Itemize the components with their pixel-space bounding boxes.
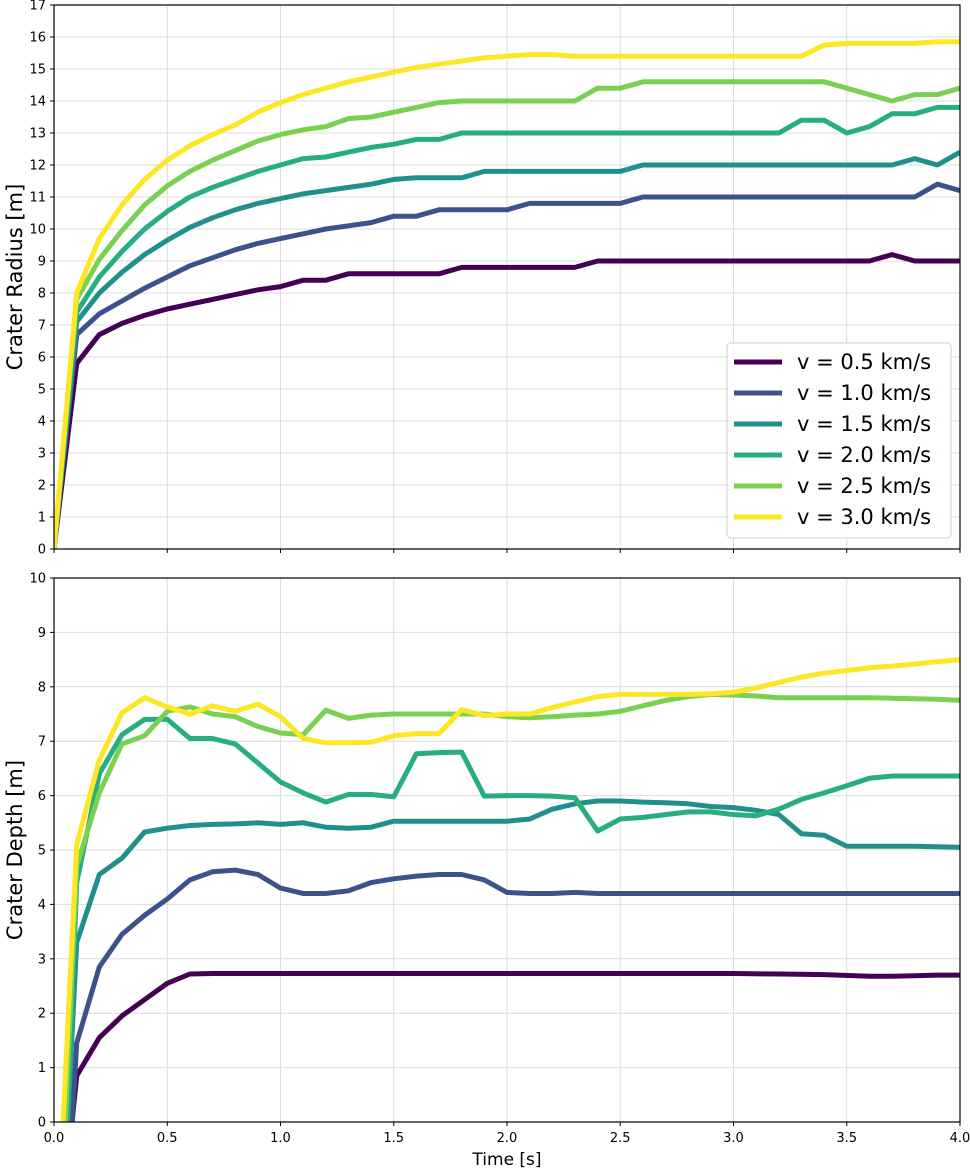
y-tick-label: 4 — [38, 898, 46, 913]
x-tick-label: 1.0 — [270, 1131, 291, 1146]
y-tick-label: 16 — [29, 31, 46, 46]
y-axis-label: Crater Depth [m] — [3, 760, 27, 940]
y-tick-label: 0 — [38, 543, 46, 558]
y-tick-label: 8 — [38, 287, 46, 302]
chart-panel-2: 0 1 2 3 4 5 6 7 8 9 10 0.0 0.5 1.0 1.5 2.0 2.5 3.0 3.5 4.0 C… — [3, 572, 970, 1171]
series-line-5 — [54, 79, 960, 549]
series-line-4 — [65, 716, 960, 1122]
y-tick-label: 15 — [29, 63, 46, 78]
y-tick-label: 9 — [38, 626, 46, 641]
x-tick-label: 0.5 — [157, 1131, 178, 1146]
legend-label: v = 2.5 km/s — [797, 474, 931, 498]
series-line-3 — [65, 798, 960, 1122]
series-line-3 — [54, 150, 960, 549]
x-tick-label: 0.0 — [44, 1131, 65, 1146]
series-line-6 — [54, 39, 960, 549]
legend-label: v = 1.5 km/s — [797, 412, 931, 436]
y-tick-label: 4 — [38, 415, 46, 430]
y-tick-label: 11 — [29, 191, 46, 206]
series-line-1 — [69, 971, 960, 1122]
x-tick-label: 2.0 — [497, 1131, 518, 1146]
x-tick-label: 4.0 — [950, 1131, 970, 1146]
y-tick-label: 10 — [29, 223, 46, 238]
y-tick-label: 5 — [38, 383, 46, 398]
legend-label: v = 1.0 km/s — [797, 381, 931, 405]
y-tick-label: 0 — [38, 1116, 46, 1131]
legend-label: v = 3.0 km/s — [797, 505, 931, 529]
y-tick-label: 3 — [38, 447, 46, 462]
x-tick-label: 1.5 — [383, 1131, 404, 1146]
legend-label: v = 2.0 km/s — [797, 443, 931, 467]
legend-box — [726, 342, 952, 539]
y-axis-label: Crater Radius [m] — [3, 184, 27, 371]
y-tick-label: 3 — [38, 952, 46, 967]
series-line-2 — [69, 867, 960, 1122]
series-line-1 — [54, 252, 960, 549]
y-tick-label: 14 — [29, 95, 46, 110]
series-line-6 — [60, 657, 960, 1122]
y-tick-label: 8 — [38, 680, 46, 695]
x-tick-label: 3.0 — [723, 1131, 744, 1146]
y-tick-label: 1 — [38, 1061, 46, 1076]
y-tick-label: 2 — [38, 1007, 46, 1022]
series-line-4 — [54, 104, 960, 549]
y-tick-label: 12 — [29, 159, 46, 174]
y-tick-label: 10 — [29, 572, 46, 587]
series-line-2 — [54, 181, 960, 549]
y-tick-label: 17 — [29, 0, 46, 14]
y-tick-label: 5 — [38, 844, 46, 859]
y-tick-label: 9 — [38, 255, 46, 270]
y-tick-label: 2 — [38, 479, 46, 494]
legend-label: v = 0.5 km/s — [797, 350, 931, 374]
y-tick-label: 6 — [38, 351, 46, 366]
x-tick-label: 3.5 — [836, 1131, 857, 1146]
y-tick-label: 7 — [38, 735, 46, 750]
y-tick-label: 13 — [29, 127, 46, 142]
x-tick-label: 2.5 — [610, 1131, 631, 1146]
legend: v = 0.5 km/s v = 1.0 km/s v = 1.5 km/s v = … — [726, 342, 952, 539]
y-tick-label: 1 — [38, 511, 46, 526]
y-tick-label: 7 — [38, 319, 46, 334]
x-axis-label: Time [s] — [471, 1150, 541, 1168]
y-tick-label: 6 — [38, 789, 46, 804]
series-line-5 — [62, 691, 960, 1122]
